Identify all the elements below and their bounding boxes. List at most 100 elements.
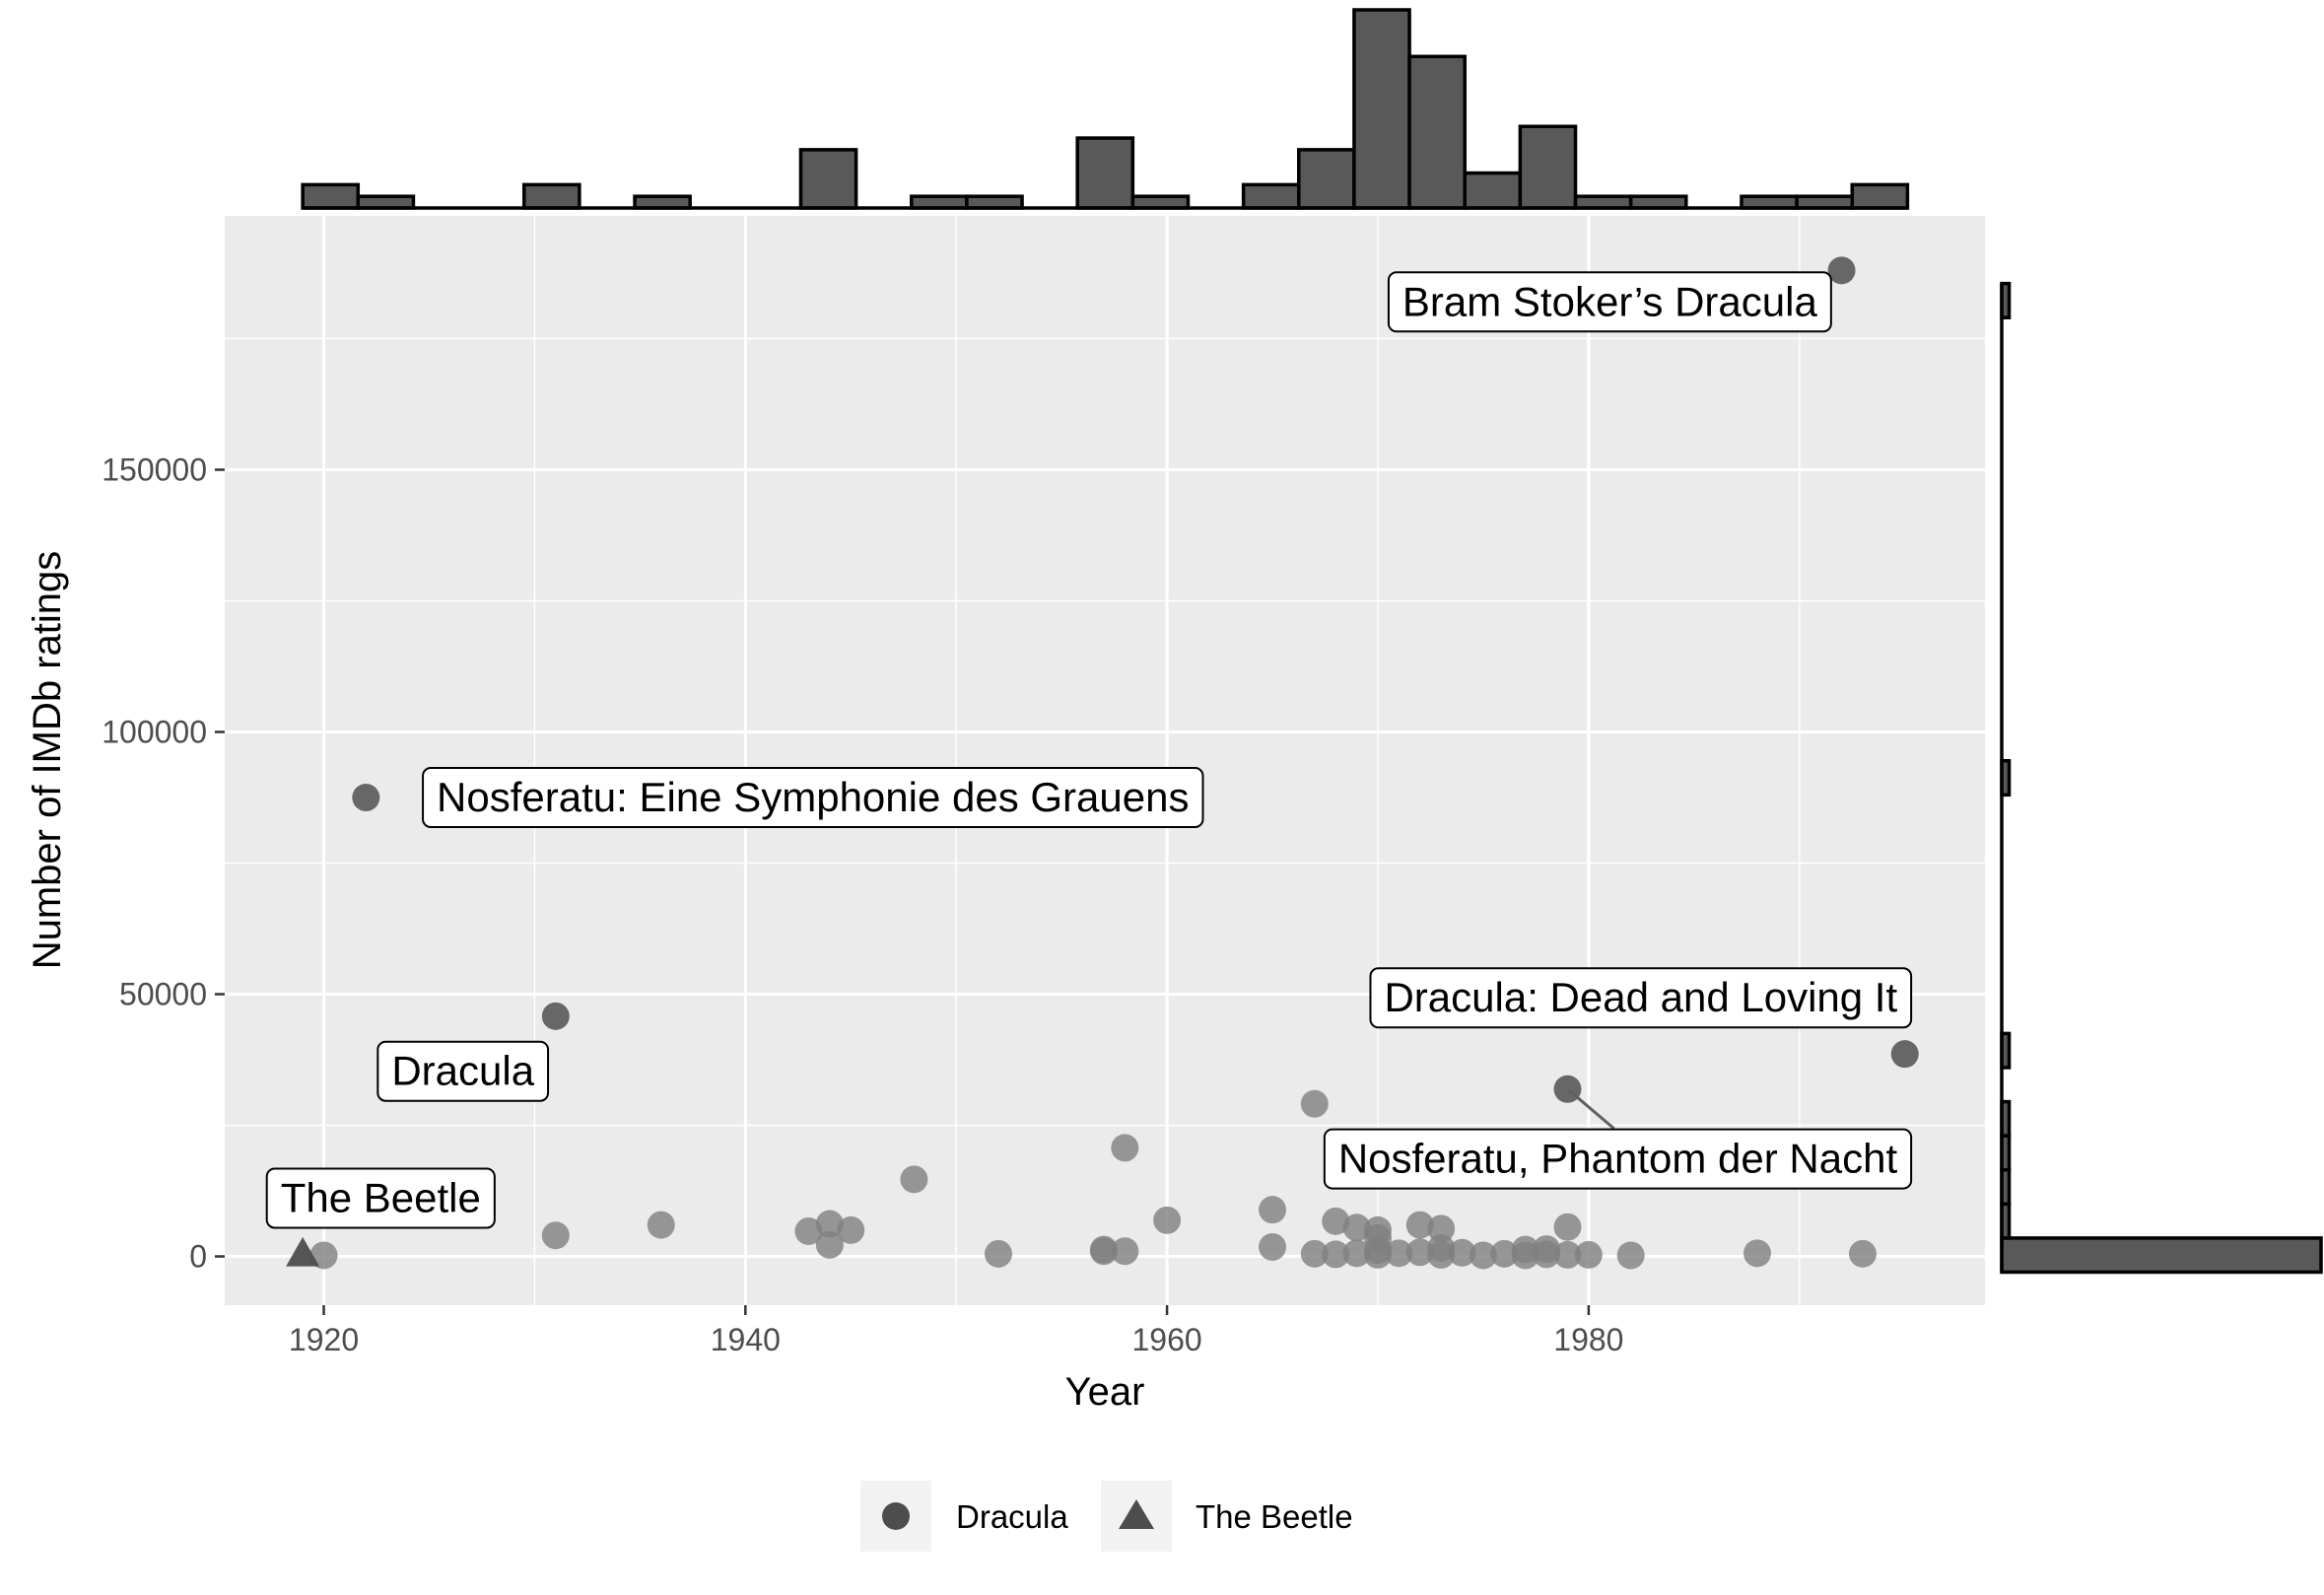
annotation-box (1323, 1128, 1913, 1190)
data-point-dracula (1342, 1239, 1371, 1268)
x-histogram-bar (1407, 54, 1467, 210)
data-point-dracula (1322, 1207, 1350, 1235)
legend-label: Dracula (956, 1498, 1068, 1535)
data-point-dracula (900, 1165, 928, 1194)
data-point-dracula (1405, 1211, 1434, 1239)
data-point-the-beetle (286, 1236, 320, 1267)
data-point-dracula (1890, 1040, 1919, 1069)
x-tick-label: 1940 (711, 1322, 781, 1357)
data-point-dracula (794, 1216, 823, 1245)
annotation-label: The Beetle (265, 1167, 496, 1229)
y-axis: 0 50000 100000 150000 (102, 451, 225, 1275)
data-point-dracula (1259, 1232, 1287, 1261)
data-point-dracula (1427, 1240, 1456, 1269)
data-point-dracula (1111, 1134, 1139, 1162)
data-point-dracula (1259, 1196, 1287, 1224)
x-axis-title: Year (1065, 1370, 1145, 1414)
data-point-dracula (1616, 1241, 1645, 1270)
x-histogram-bar (1075, 136, 1135, 210)
data-point-dracula (1574, 1240, 1603, 1269)
x-histogram-bar (1850, 182, 1910, 210)
data-point-dracula (1385, 1239, 1413, 1268)
x-histogram-bar (1518, 124, 1578, 210)
data-point-dracula (1300, 1239, 1329, 1268)
x-histogram-bar (798, 148, 858, 210)
annotation-box (1369, 967, 1913, 1029)
point-annotations: Bram Stoker’s Dracula Nosferatu: Eine Sym… (265, 271, 1913, 1229)
x-histogram-bar (1130, 194, 1191, 210)
x-histogram-bar (521, 182, 581, 210)
annotation-text: Nosferatu, Phantom der Nacht (1338, 1136, 1898, 1182)
data-point-dracula (352, 784, 380, 812)
legend-triangle-icon (1119, 1499, 1154, 1529)
data-point-dracula (1405, 1238, 1434, 1267)
x-axis: 1920 1940 1960 1980 (289, 1305, 1623, 1357)
x-histogram-bar (965, 194, 1024, 210)
data-point-dracula (1322, 1240, 1350, 1269)
data-point-dracula (1490, 1239, 1519, 1268)
data-point-dracula (1363, 1240, 1392, 1269)
legend: Dracula The Beetle (860, 1481, 1353, 1552)
annotation-text: Dracula (391, 1048, 534, 1094)
annotation-box (265, 1167, 496, 1229)
annotation-text: Nosferatu: Eine Symphonie des Grauens (437, 774, 1189, 820)
x-histogram-bar (301, 182, 361, 210)
y-tick-label: 100000 (102, 715, 207, 750)
legend-circle-icon (882, 1502, 910, 1530)
data-point-dracula (1342, 1214, 1371, 1242)
data-point-dracula (1553, 1213, 1582, 1241)
plot-panel (225, 216, 1985, 1305)
annotation-box (376, 1040, 550, 1102)
data-point-dracula (815, 1230, 844, 1259)
data-point-dracula (1427, 1214, 1456, 1243)
annotation-label: Nosferatu, Phantom der Nacht (1323, 1128, 1913, 1190)
x-tick-label: 1980 (1553, 1322, 1623, 1357)
data-point-dracula (1153, 1206, 1182, 1234)
annotation-label: Dracula (376, 1040, 550, 1102)
legend-key-triangle (1101, 1481, 1172, 1552)
data-point-dracula (541, 1002, 570, 1030)
x-tick-label: 1960 (1132, 1322, 1202, 1357)
data-point-dracula (837, 1215, 865, 1244)
data-point-dracula (1743, 1239, 1771, 1268)
data-points (286, 256, 1919, 1270)
data-point-dracula (815, 1210, 844, 1238)
data-point-dracula (984, 1239, 1012, 1268)
y-tick-label: 0 (189, 1239, 207, 1275)
data-point-dracula (1448, 1238, 1476, 1267)
data-point-dracula (1300, 1089, 1329, 1118)
y-histogram-bar (2000, 1236, 2323, 1275)
x-histogram-bar (910, 194, 969, 210)
data-point-dracula (541, 1221, 570, 1250)
x-tick-label: 1920 (289, 1322, 359, 1357)
x-histogram-bar (1628, 194, 1688, 210)
data-point-dracula (1848, 1239, 1877, 1268)
data-point-dracula (1553, 1075, 1582, 1103)
x-histogram-bar (1241, 182, 1301, 210)
x-histogram-bar (1795, 194, 1854, 210)
x-histogram-bar (1740, 194, 1799, 210)
minor-gridlines (225, 216, 1985, 1305)
x-marginal-histogram (301, 8, 1910, 210)
annotation-box (1387, 271, 1832, 333)
x-histogram-bar (1297, 148, 1356, 210)
data-point-dracula (1111, 1237, 1139, 1266)
x-histogram-bar (1352, 8, 1411, 210)
data-point-dracula (1553, 1240, 1582, 1269)
y-axis-title: Number of IMDb ratings (26, 551, 69, 970)
annotation-text: Bram Stoker’s Dracula (1402, 278, 1818, 324)
data-point-dracula (647, 1211, 675, 1239)
annotation-text: The Beetle (281, 1174, 481, 1220)
data-point-dracula (1511, 1241, 1539, 1270)
major-gridlines (225, 216, 1985, 1305)
y-marginal-histogram (2000, 281, 2323, 1275)
data-point-dracula (1827, 256, 1856, 285)
y-tick-label: 150000 (102, 451, 207, 487)
data-point-dracula (1089, 1235, 1118, 1264)
x-histogram-bar (1463, 171, 1523, 210)
data-point-dracula (1469, 1241, 1497, 1270)
annotation-text: Dracula: Dead and Loving It (1384, 974, 1897, 1020)
x-histogram-bar (633, 194, 692, 210)
data-point-dracula (1533, 1240, 1561, 1269)
